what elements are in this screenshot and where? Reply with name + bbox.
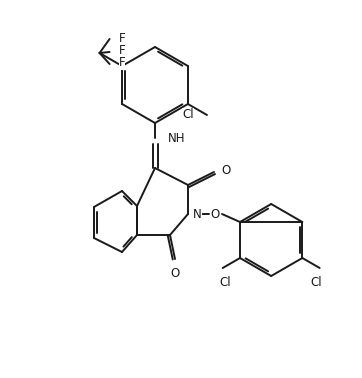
Text: Cl: Cl xyxy=(311,276,323,289)
Text: N: N xyxy=(193,208,202,220)
Text: NH: NH xyxy=(168,133,185,146)
Text: F: F xyxy=(119,56,125,70)
Text: O: O xyxy=(210,208,220,220)
Text: F: F xyxy=(119,31,125,45)
Text: F: F xyxy=(119,45,125,57)
Text: Cl: Cl xyxy=(220,276,231,289)
Text: O: O xyxy=(221,164,230,177)
Text: Cl: Cl xyxy=(182,107,194,121)
Text: O: O xyxy=(171,267,180,280)
